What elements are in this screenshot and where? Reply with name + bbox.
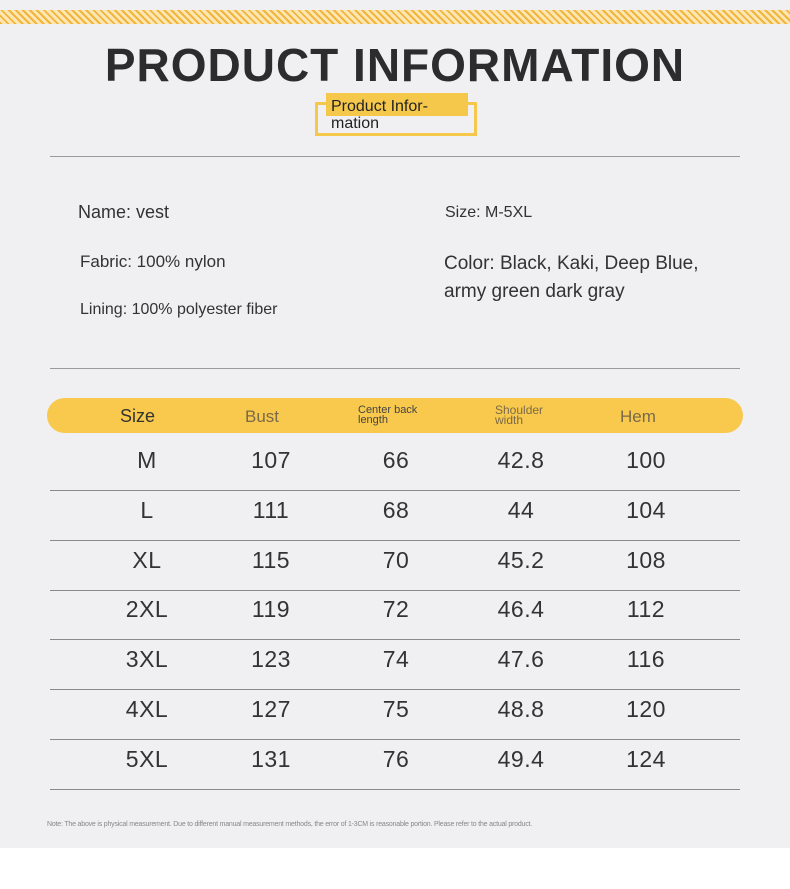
cell-hem: 100 <box>626 447 666 473</box>
cell-shoulder-width: 45.2 <box>497 546 545 573</box>
cell-size: 2XL <box>125 596 169 623</box>
row-divider <box>50 490 740 491</box>
cell-hem: 108 <box>626 546 666 573</box>
cell-bust: 127 <box>251 696 291 722</box>
info-color: Color: Black, Kaki, Deep Blue, army gree… <box>444 253 699 302</box>
cell-center-back-length: 76 <box>382 745 410 772</box>
header-shoulder-width: Shoulder width <box>495 403 544 427</box>
row-divider <box>50 788 740 790</box>
row-divider <box>50 589 740 591</box>
cell-shoulder-width: 42.8 <box>497 447 545 473</box>
cell-size: 4XL <box>125 696 169 722</box>
cell-hem: 124 <box>626 745 666 772</box>
cell-hem: 116 <box>626 646 666 673</box>
table-row: XL 115 70 45.2 108 <box>50 541 740 591</box>
header-bust: Bust <box>245 407 280 426</box>
decorative-stripe <box>0 10 790 24</box>
cell-shoulder-width: 47.6 <box>497 646 545 673</box>
cell-bust: 131 <box>251 745 291 772</box>
table-header-bar <box>47 398 743 433</box>
table-row: L 111 68 44 104 <box>50 491 740 541</box>
cell-bust: 115 <box>251 546 291 573</box>
header-size: Size <box>120 406 156 426</box>
cell-shoulder-width: 46.4 <box>497 596 545 623</box>
cell-bust: 111 <box>252 496 290 523</box>
table-row: 3XL 123 74 47.6 116 <box>50 640 740 691</box>
table-row: 4XL 127 75 48.8 120 <box>50 690 740 740</box>
cell-shoulder-width: 44 <box>507 496 535 523</box>
cell-size: XL <box>132 546 162 573</box>
cell-center-back-length: 74 <box>382 646 410 673</box>
divider-middle <box>50 368 740 369</box>
subtitle-frame <box>315 102 477 136</box>
divider-top <box>50 156 740 157</box>
info-lining: Lining: 100% polyester fiber <box>80 301 278 318</box>
info-name: Name: vest <box>78 202 170 222</box>
bottom-band <box>0 848 790 889</box>
cell-hem: 104 <box>626 496 666 523</box>
row-divider <box>50 539 740 541</box>
cell-size: 5XL <box>125 745 169 772</box>
cell-bust: 119 <box>251 596 291 623</box>
cell-size: L <box>140 496 154 523</box>
subtitle: Product Infor- mation <box>331 98 428 132</box>
cell-center-back-length: 72 <box>382 596 410 623</box>
cell-shoulder-width: 48.8 <box>497 696 545 722</box>
cell-center-back-length: 66 <box>382 447 410 473</box>
table-row: M 107 66 42.8 100 <box>50 441 740 491</box>
cell-shoulder-width: 49.4 <box>497 745 545 772</box>
cell-bust: 107 <box>251 447 291 473</box>
header-hem: Hem <box>620 407 656 426</box>
table-row: 5XL 131 76 49.4 124 <box>50 740 740 790</box>
row-divider <box>50 639 740 641</box>
cell-center-back-length: 70 <box>382 546 410 573</box>
cell-size: M <box>137 447 157 473</box>
row-divider <box>50 739 740 740</box>
info-fabric: Fabric: 100% nylon <box>80 252 226 271</box>
measurement-note: Note: The above is physical measurement.… <box>47 821 533 828</box>
header-center-back-length: Center back length <box>358 404 418 426</box>
cell-hem: 112 <box>626 596 666 623</box>
cell-size: 3XL <box>125 646 169 673</box>
row-divider <box>50 689 740 691</box>
cell-hem: 120 <box>626 696 666 722</box>
table-row: 2XL 119 72 46.4 112 <box>50 590 740 641</box>
cell-center-back-length: 68 <box>382 496 410 523</box>
page-title: PRODUCT INFORMATION <box>104 39 686 91</box>
info-size: Size: M-5XL <box>445 204 533 221</box>
cell-center-back-length: 75 <box>382 696 410 722</box>
cell-bust: 123 <box>251 646 291 673</box>
